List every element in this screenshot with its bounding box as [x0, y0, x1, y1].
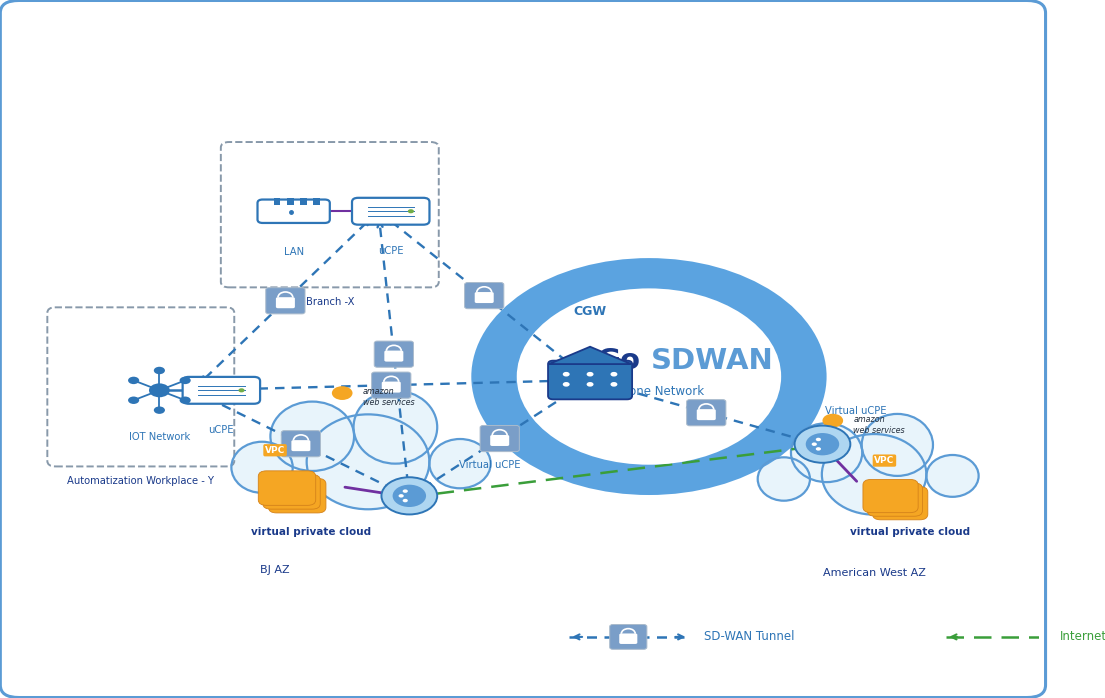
FancyBboxPatch shape: [182, 377, 260, 403]
FancyBboxPatch shape: [610, 625, 646, 649]
Text: SD-WAN Tunnel: SD-WAN Tunnel: [704, 630, 794, 644]
Circle shape: [806, 433, 839, 455]
Text: Virtual uCPE: Virtual uCPE: [459, 459, 520, 470]
FancyBboxPatch shape: [352, 198, 430, 225]
Circle shape: [128, 396, 139, 404]
Circle shape: [239, 388, 244, 392]
Circle shape: [587, 372, 593, 376]
Circle shape: [128, 377, 139, 384]
Circle shape: [154, 406, 165, 414]
FancyBboxPatch shape: [548, 361, 632, 399]
FancyBboxPatch shape: [292, 440, 311, 451]
FancyBboxPatch shape: [686, 400, 726, 426]
Circle shape: [812, 443, 817, 446]
Text: BJ AZ: BJ AZ: [260, 565, 290, 575]
Text: IOT Network: IOT Network: [129, 431, 190, 442]
Circle shape: [815, 447, 821, 451]
Circle shape: [332, 386, 352, 400]
FancyBboxPatch shape: [697, 409, 716, 420]
Bar: [314, 198, 320, 205]
FancyBboxPatch shape: [259, 471, 316, 505]
FancyBboxPatch shape: [375, 341, 413, 367]
Circle shape: [402, 499, 408, 503]
Ellipse shape: [926, 455, 979, 497]
FancyBboxPatch shape: [371, 372, 411, 399]
Bar: [301, 198, 307, 205]
Text: American West AZ: American West AZ: [822, 568, 926, 579]
Text: Branch -X: Branch -X: [306, 297, 354, 307]
FancyBboxPatch shape: [266, 288, 305, 314]
Text: uCPE: uCPE: [378, 246, 403, 255]
Circle shape: [399, 494, 403, 498]
Text: uCPE: uCPE: [209, 425, 234, 435]
Circle shape: [180, 377, 191, 384]
FancyBboxPatch shape: [867, 483, 923, 517]
Circle shape: [562, 382, 570, 387]
Text: VPC: VPC: [874, 456, 895, 465]
FancyBboxPatch shape: [221, 142, 439, 288]
Ellipse shape: [822, 434, 926, 514]
Circle shape: [794, 426, 851, 463]
Circle shape: [610, 382, 618, 387]
FancyBboxPatch shape: [263, 475, 320, 509]
Circle shape: [472, 258, 827, 495]
Text: Automatization Workplace - Y: Automatization Workplace - Y: [67, 476, 214, 486]
Ellipse shape: [758, 457, 810, 500]
Circle shape: [822, 414, 843, 427]
Ellipse shape: [354, 391, 438, 463]
FancyBboxPatch shape: [48, 307, 234, 466]
Ellipse shape: [307, 415, 430, 510]
Text: CGW: CGW: [573, 305, 607, 318]
Ellipse shape: [791, 423, 862, 482]
Ellipse shape: [231, 442, 293, 493]
FancyBboxPatch shape: [480, 426, 519, 452]
Text: Virtual uCPE: Virtual uCPE: [824, 406, 886, 417]
FancyBboxPatch shape: [464, 283, 504, 309]
Text: Internet: Internet: [1060, 630, 1105, 644]
FancyBboxPatch shape: [257, 200, 329, 223]
Text: SDWAN: SDWAN: [651, 348, 773, 376]
Circle shape: [610, 372, 618, 376]
FancyBboxPatch shape: [282, 431, 320, 456]
FancyBboxPatch shape: [873, 487, 928, 520]
Bar: [287, 198, 294, 205]
Circle shape: [154, 366, 165, 374]
Text: Backbone Network: Backbone Network: [593, 385, 705, 398]
Circle shape: [815, 438, 821, 441]
FancyBboxPatch shape: [269, 478, 326, 513]
Ellipse shape: [430, 439, 491, 489]
Text: virtual private cloud: virtual private cloud: [850, 527, 970, 537]
Circle shape: [392, 484, 427, 507]
Text: VPC: VPC: [265, 446, 285, 455]
FancyBboxPatch shape: [0, 1, 1045, 697]
FancyBboxPatch shape: [863, 480, 918, 512]
FancyBboxPatch shape: [491, 435, 509, 446]
Circle shape: [180, 396, 191, 404]
FancyBboxPatch shape: [475, 292, 494, 303]
Circle shape: [517, 288, 781, 465]
Circle shape: [381, 477, 438, 514]
Circle shape: [149, 383, 170, 397]
Circle shape: [587, 382, 593, 387]
FancyBboxPatch shape: [276, 297, 295, 309]
FancyBboxPatch shape: [619, 634, 638, 644]
Circle shape: [402, 489, 408, 493]
Text: virtual private cloud: virtual private cloud: [251, 527, 371, 537]
Polygon shape: [549, 347, 631, 364]
Text: amazon
web services: amazon web services: [853, 415, 905, 435]
Circle shape: [408, 209, 414, 214]
FancyBboxPatch shape: [385, 350, 403, 362]
FancyBboxPatch shape: [381, 382, 401, 392]
Bar: [274, 198, 281, 205]
Ellipse shape: [271, 401, 354, 471]
Text: amazon
web services: amazon web services: [362, 387, 414, 407]
Circle shape: [562, 372, 570, 376]
Ellipse shape: [862, 414, 933, 476]
Text: Go: Go: [597, 348, 641, 376]
Text: LAN: LAN: [284, 247, 304, 257]
